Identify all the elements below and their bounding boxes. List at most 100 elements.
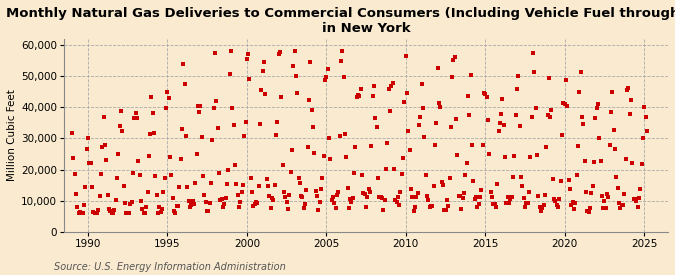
Point: [590, 116, 601, 120]
Point: [236, 190, 247, 194]
Point: [462, 94, 473, 98]
Point: [424, 205, 435, 210]
Point: [117, 128, 128, 133]
Point: [528, 51, 539, 56]
Point: [186, 203, 196, 207]
Point: [583, 209, 594, 214]
Point: [491, 205, 502, 209]
Point: [379, 198, 390, 203]
Point: [553, 205, 564, 210]
Point: [497, 97, 508, 101]
Point: [134, 173, 145, 177]
Point: [184, 205, 195, 210]
Point: [386, 84, 397, 89]
Point: [294, 181, 305, 186]
Point: [349, 171, 360, 176]
Text: Source: U.S. Energy Information Administration: Source: U.S. Energy Information Administ…: [54, 262, 286, 272]
Point: [598, 205, 609, 210]
Point: [502, 195, 513, 200]
Point: [501, 201, 512, 205]
Point: [119, 200, 130, 205]
Point: [594, 136, 605, 141]
Point: [435, 104, 446, 109]
Point: [305, 60, 316, 65]
Point: [366, 143, 377, 148]
Point: [192, 104, 203, 108]
Point: [387, 80, 398, 85]
Point: [359, 192, 370, 196]
Point: [570, 200, 580, 205]
Point: [375, 195, 386, 199]
Point: [242, 57, 252, 61]
Point: [199, 193, 210, 197]
Point: [436, 180, 447, 184]
Point: [352, 95, 362, 99]
Point: [292, 91, 302, 95]
Point: [551, 203, 562, 207]
Point: [159, 176, 170, 180]
Point: [636, 162, 647, 166]
Point: [288, 64, 298, 68]
Point: [480, 92, 491, 96]
Point: [125, 201, 136, 206]
Point: [272, 119, 283, 124]
Point: [150, 173, 161, 178]
Point: [207, 138, 218, 142]
Point: [155, 210, 166, 215]
Point: [151, 193, 162, 198]
Point: [169, 209, 180, 214]
Point: [512, 87, 522, 91]
Point: [276, 94, 287, 99]
Point: [481, 95, 492, 99]
Point: [90, 211, 101, 215]
Point: [230, 163, 240, 167]
Point: [161, 106, 171, 111]
Point: [489, 202, 500, 207]
Point: [182, 185, 192, 190]
Point: [585, 205, 595, 210]
Point: [289, 49, 300, 54]
Point: [284, 192, 294, 197]
Point: [571, 173, 582, 177]
Point: [313, 208, 324, 212]
Point: [593, 102, 603, 106]
Point: [356, 173, 367, 177]
Point: [610, 146, 620, 151]
Point: [575, 69, 586, 74]
Point: [338, 74, 349, 79]
Point: [531, 153, 542, 157]
Y-axis label: Million Cubic Feet: Million Cubic Feet: [7, 89, 17, 181]
Point: [611, 175, 622, 179]
Point: [448, 58, 459, 62]
Point: [406, 187, 416, 191]
Point: [377, 196, 387, 200]
Point: [493, 129, 504, 133]
Point: [566, 202, 576, 207]
Point: [341, 155, 352, 159]
Point: [423, 198, 434, 202]
Point: [452, 153, 463, 157]
Point: [394, 203, 404, 208]
Point: [601, 192, 612, 196]
Point: [605, 109, 616, 114]
Point: [574, 90, 585, 94]
Point: [404, 148, 415, 152]
Point: [567, 200, 578, 205]
Point: [475, 195, 485, 199]
Point: [576, 115, 587, 120]
Point: [259, 60, 269, 64]
Point: [183, 199, 194, 203]
Point: [143, 154, 154, 159]
Point: [614, 201, 624, 205]
Point: [129, 115, 140, 120]
Point: [141, 205, 152, 210]
Point: [604, 143, 615, 147]
Point: [525, 155, 536, 159]
Point: [458, 196, 468, 200]
Point: [637, 135, 648, 140]
Point: [589, 160, 599, 164]
Point: [78, 203, 89, 208]
Point: [616, 202, 627, 207]
Point: [597, 194, 608, 199]
Point: [138, 211, 149, 215]
